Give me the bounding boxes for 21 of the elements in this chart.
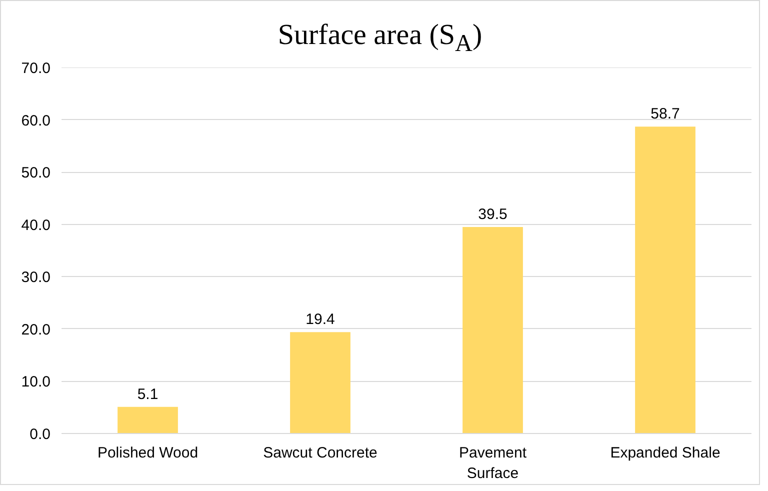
bar bbox=[118, 406, 178, 434]
bar bbox=[462, 226, 523, 434]
data-label: 5.1 bbox=[137, 386, 158, 403]
data-label: 39.5 bbox=[478, 206, 508, 223]
x-tick-label: Pavement Surface bbox=[458, 444, 528, 482]
y-tick-label: 0.0 bbox=[30, 426, 51, 443]
y-tick-label: 60.0 bbox=[21, 112, 51, 130]
y-tick-label: 30.0 bbox=[21, 269, 51, 286]
y-tick-label: 20.0 bbox=[21, 321, 51, 338]
y-tick-label: 70.0 bbox=[21, 60, 51, 77]
y-tick-label: 50.0 bbox=[21, 164, 51, 182]
bar bbox=[635, 126, 696, 434]
x-tick-label: Expanded Shale bbox=[610, 444, 720, 462]
data-label: 58.7 bbox=[650, 106, 680, 123]
chart-title: Surface area (S$_{A}$) bbox=[276, 18, 484, 59]
x-tick-label: Polished Wood bbox=[97, 444, 198, 462]
bar bbox=[290, 332, 350, 434]
x-tick-label: Sawcut Concrete bbox=[263, 444, 378, 462]
data-label: 19.4 bbox=[306, 311, 335, 328]
y-tick-label: 40.0 bbox=[21, 216, 51, 234]
y-tick-label: 10.0 bbox=[21, 374, 51, 391]
